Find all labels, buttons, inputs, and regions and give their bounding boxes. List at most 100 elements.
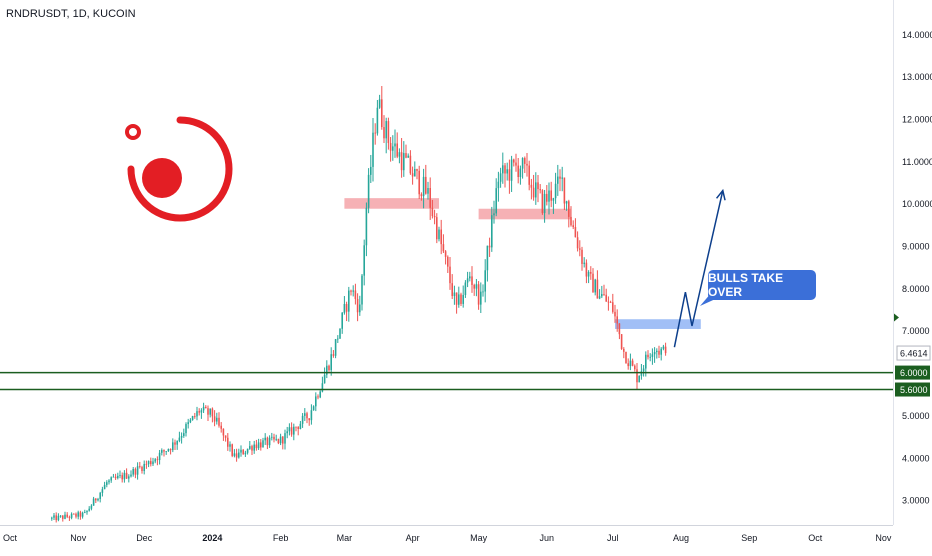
candle-body bbox=[246, 448, 249, 453]
candle-body bbox=[616, 316, 618, 324]
candle-body bbox=[422, 176, 425, 197]
candle-body bbox=[293, 426, 295, 435]
candle-body bbox=[253, 444, 255, 451]
level-price-label: 6.0000 bbox=[900, 368, 928, 378]
candle-body bbox=[84, 512, 86, 514]
candle-body bbox=[139, 466, 141, 468]
candle-body bbox=[112, 476, 115, 478]
candle-body bbox=[312, 406, 315, 411]
y-tick-label: 4.0000 bbox=[902, 453, 930, 463]
candle-body bbox=[550, 190, 552, 201]
candle-body bbox=[546, 193, 548, 202]
candle-body bbox=[583, 262, 585, 264]
candle-body bbox=[88, 508, 90, 511]
candle-body bbox=[381, 99, 383, 128]
candle-body bbox=[183, 433, 185, 436]
candle-body bbox=[647, 354, 649, 358]
candle-body bbox=[455, 292, 458, 305]
candle-body bbox=[202, 406, 205, 411]
candle-body bbox=[132, 469, 134, 475]
candle-body bbox=[638, 375, 640, 383]
candle-body bbox=[543, 193, 546, 214]
y-tick-label: 9.0000 bbox=[902, 242, 930, 252]
candle-body bbox=[330, 354, 332, 371]
candle-body bbox=[656, 350, 658, 353]
candle-body bbox=[541, 190, 544, 214]
price-scale[interactable]: 3.0000 4.0000 5.0000 6.0000 7.0000 8.0000 9.00… bbox=[893, 0, 932, 525]
candle-body bbox=[590, 271, 592, 274]
candle-body bbox=[431, 207, 434, 217]
candle-body bbox=[433, 216, 436, 218]
candle-body bbox=[482, 291, 484, 293]
candle-body bbox=[530, 184, 533, 188]
y-tick-label: 8.0000 bbox=[902, 284, 930, 294]
candle-body bbox=[277, 438, 280, 444]
candle-body bbox=[568, 201, 570, 217]
candle-body bbox=[365, 207, 368, 246]
candle-body bbox=[220, 425, 222, 429]
candle-body bbox=[532, 187, 535, 198]
candle-body bbox=[416, 168, 418, 171]
candle-body bbox=[62, 515, 64, 519]
candle-body bbox=[301, 415, 304, 424]
candle-body bbox=[587, 271, 590, 277]
candle-body bbox=[506, 169, 508, 174]
candle-body bbox=[660, 348, 662, 355]
candle-body bbox=[121, 475, 123, 480]
candle-body bbox=[440, 229, 442, 245]
x-tick-label: Oct bbox=[3, 533, 18, 543]
candle-body bbox=[180, 435, 183, 438]
price-scale-canvas: 3.0000 4.0000 5.0000 6.0000 7.0000 8.0000 9.00… bbox=[894, 30, 932, 506]
candle-body bbox=[323, 374, 326, 384]
x-tick-label: 2024 bbox=[202, 533, 222, 543]
candle-body bbox=[268, 437, 271, 446]
candle-body bbox=[185, 424, 187, 434]
candle-body bbox=[348, 290, 350, 312]
render-logo-icon bbox=[125, 116, 233, 222]
x-tick-label: Jun bbox=[540, 533, 555, 543]
candle-body bbox=[574, 227, 577, 238]
bulls-take-over-callout: BULLS TAKE OVER bbox=[708, 270, 816, 300]
candle-body bbox=[480, 291, 482, 305]
candle-body bbox=[306, 413, 308, 419]
candle-body bbox=[495, 188, 497, 214]
candle-body bbox=[97, 498, 99, 501]
candle-body bbox=[297, 427, 299, 429]
candle-body bbox=[400, 152, 403, 171]
candle-body bbox=[53, 515, 55, 518]
candle-body bbox=[403, 153, 405, 171]
candle-body bbox=[310, 410, 313, 421]
candle-body bbox=[537, 182, 539, 190]
candle-body bbox=[147, 461, 150, 465]
candle-body bbox=[504, 165, 506, 174]
candle-body bbox=[524, 158, 526, 164]
candle-body bbox=[561, 177, 563, 179]
candle-body bbox=[343, 304, 346, 313]
resistance-zone-1 bbox=[478, 208, 571, 220]
candle-body bbox=[475, 284, 478, 289]
x-tick-label: Nov bbox=[70, 533, 87, 543]
candle-body bbox=[513, 159, 515, 163]
candle-body bbox=[163, 450, 165, 452]
resistance-zone-0 bbox=[344, 198, 439, 209]
candle-body bbox=[662, 346, 665, 349]
candle-body bbox=[229, 444, 231, 447]
candle-body bbox=[442, 244, 445, 252]
price-marker-icon bbox=[894, 313, 899, 322]
candle-body bbox=[345, 304, 348, 312]
candle-body bbox=[517, 165, 519, 177]
candle-body bbox=[321, 383, 324, 392]
breakout-zone-2 bbox=[615, 319, 701, 329]
candle-body bbox=[165, 451, 167, 452]
y-tick-label: 5.0000 bbox=[902, 411, 930, 421]
levels-layer bbox=[0, 371, 893, 391]
candle-body bbox=[425, 176, 427, 194]
candle-body bbox=[233, 453, 236, 456]
time-scale[interactable]: Oct Nov Dec 2024 Feb Mar Apr May Jun Jul Aug Sep Oct… bbox=[0, 525, 893, 551]
candle-body bbox=[427, 188, 429, 194]
candle-body bbox=[51, 517, 53, 519]
x-tick-label: Jul bbox=[607, 533, 619, 543]
candle-body bbox=[359, 304, 361, 313]
